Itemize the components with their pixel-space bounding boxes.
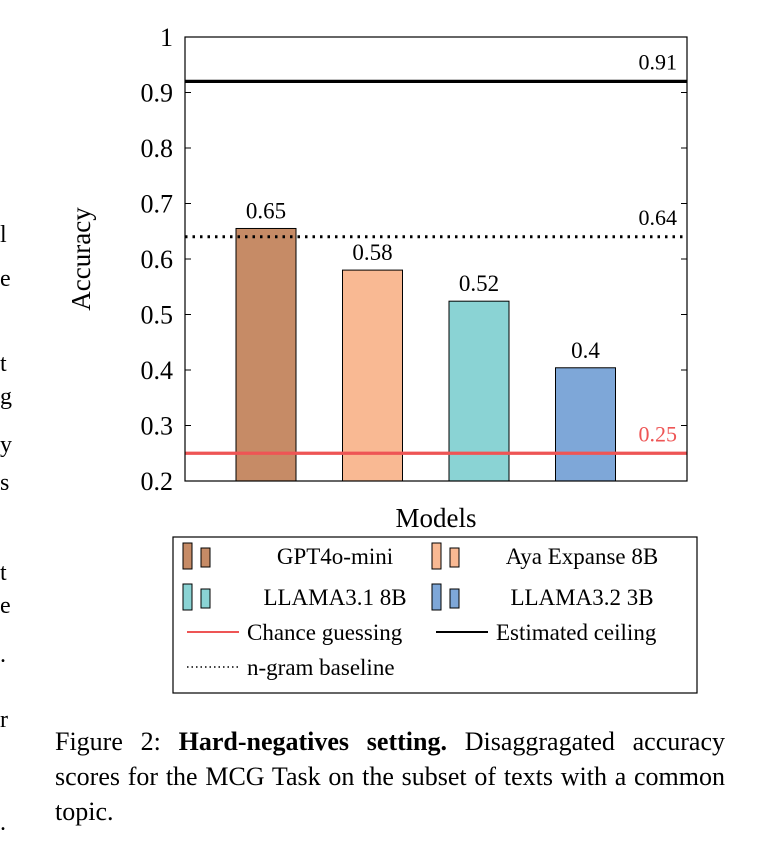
margin-fragment: y xyxy=(0,432,12,458)
legend-swatch xyxy=(431,542,442,570)
legend-label: LLAMA3.1 8B xyxy=(263,585,406,610)
bar-llama3-2-3b xyxy=(555,367,616,482)
caption-text: Disaggragated accuracy scores for the MC… xyxy=(55,727,725,826)
reference-lines: 0.25 0.91 0.64 xyxy=(185,49,687,455)
y-tick-label: 0.7 xyxy=(141,190,174,219)
legend-swatch xyxy=(200,588,211,609)
y-tick-label: 1 xyxy=(160,23,173,52)
caption-prefix: Figure 2: xyxy=(55,727,179,756)
plot-frame xyxy=(184,36,688,482)
bar-aya-expanse-8b xyxy=(342,269,403,482)
legend-swatch xyxy=(449,547,460,568)
y-tick-label: 0.9 xyxy=(141,79,174,108)
data-labels: 0.65 0.58 0.52 0.4 xyxy=(246,198,601,362)
margin-fragment: r xyxy=(0,707,8,733)
legend-swatch xyxy=(182,542,193,570)
margin-fragment: . xyxy=(0,810,6,836)
bar-gpt4o-mini xyxy=(235,227,297,482)
legend-swatch xyxy=(200,547,211,568)
margin-fragment: e xyxy=(0,593,11,619)
legend: GPT4o-mini Aya Expanse 8B LLAMA3.1 8B LLAMA… xyxy=(172,536,698,694)
margin-fragment: g xyxy=(0,384,12,410)
y-tick-label: 0.3 xyxy=(141,412,174,441)
legend-label: LLAMA3.2 3B xyxy=(510,585,653,610)
legend-label: Aya Expanse 8B xyxy=(506,544,658,569)
y-tick-label: 0.5 xyxy=(141,301,174,330)
y-axis-ticks: 0.20.30.40.50.60.70.80.91 xyxy=(141,23,687,496)
margin-fragment: e xyxy=(0,266,11,292)
bar-llama3-1-8b xyxy=(448,300,510,482)
ref-line-label: 0.91 xyxy=(639,49,678,74)
bar-value-label: 0.52 xyxy=(459,271,499,296)
margin-fragment: s xyxy=(0,470,10,496)
legend-swatch xyxy=(182,583,193,611)
legend-swatch xyxy=(449,588,460,609)
ref-line-label: 0.25 xyxy=(639,421,678,446)
x-axis-title: Models xyxy=(396,503,477,533)
ref-line-label: 0.64 xyxy=(639,205,678,230)
margin-fragment: . xyxy=(0,642,6,668)
bar-value-label: 0.58 xyxy=(352,240,392,265)
legend-label: Estimated ceiling xyxy=(496,620,657,645)
bar-value-label: 0.4 xyxy=(571,338,600,363)
legend-swatch xyxy=(431,583,442,611)
legend-label: GPT4o-mini xyxy=(277,544,393,569)
margin-fragment: t xyxy=(0,560,7,586)
caption-bold: Hard-negatives setting. xyxy=(178,727,447,756)
figure-caption: Figure 2: Hard-negatives setting. Disagg… xyxy=(55,724,725,829)
margin-fragment: l xyxy=(0,222,7,248)
bars xyxy=(235,227,616,482)
y-tick-label: 0.8 xyxy=(141,134,174,163)
legend-label: n-gram baseline xyxy=(247,655,395,680)
y-tick-label: 0.4 xyxy=(141,356,174,385)
y-axis-title: Accuracy xyxy=(66,207,96,311)
y-tick-label: 0.6 xyxy=(141,245,174,274)
bar-chart: 0.20.30.40.50.60.70.80.91 0.250.910.64 0… xyxy=(66,23,698,694)
legend-label: Chance guessing xyxy=(247,620,403,645)
y-tick-label: 0.2 xyxy=(141,467,174,496)
margin-fragment: t xyxy=(0,351,7,377)
bar-value-label: 0.65 xyxy=(246,198,286,223)
